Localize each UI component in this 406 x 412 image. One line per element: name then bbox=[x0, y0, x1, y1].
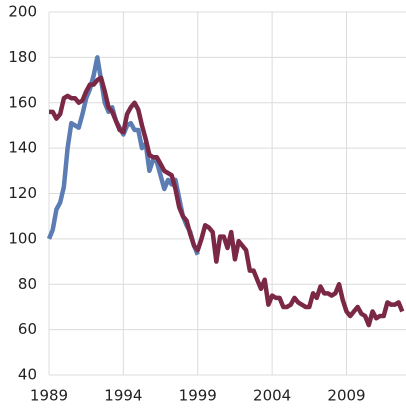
x-tick-label: 2009 bbox=[327, 387, 365, 405]
y-tick-label: 160 bbox=[8, 93, 37, 111]
y-tick-label: 60 bbox=[18, 320, 37, 338]
y-tick-label: 200 bbox=[8, 3, 37, 21]
x-tick-label: 1999 bbox=[179, 387, 217, 405]
y-tick-label: 140 bbox=[8, 139, 37, 157]
y-tick-label: 40 bbox=[18, 366, 37, 384]
y-tick-label: 120 bbox=[8, 184, 37, 202]
x-tick-label: 2004 bbox=[253, 387, 291, 405]
x-tick-label: 1989 bbox=[30, 387, 68, 405]
x-tick-label: 1994 bbox=[104, 387, 142, 405]
y-tick-label: 100 bbox=[8, 229, 37, 247]
series-line bbox=[49, 75, 405, 328]
y-tick-label: 180 bbox=[8, 48, 37, 66]
y-tick-label: 80 bbox=[18, 275, 37, 293]
